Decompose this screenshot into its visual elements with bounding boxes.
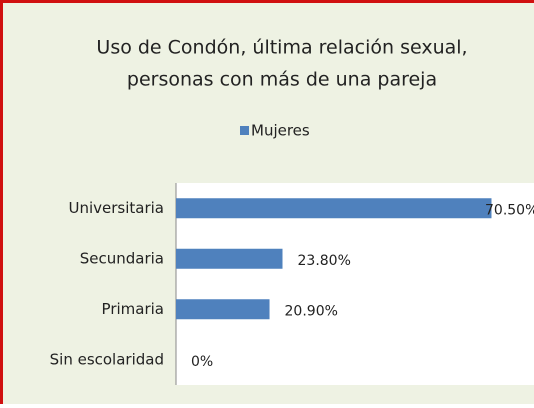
chart-title: personas con más de una pareja [127,69,437,91]
chart-title: Uso de Condón, última relación sexual, [96,37,467,59]
value-label: 0% [191,354,213,370]
category-label: Secundaria [80,249,164,267]
value-label: 20.90% [285,303,338,319]
value-label: 23.80% [298,253,351,269]
legend-label: Mujeres [251,122,310,140]
category-label: Primaria [102,300,164,318]
bar [176,198,492,219]
category-label: Universitaria [68,199,164,217]
bar [176,299,270,320]
category-label: Sin escolaridad [50,350,164,368]
bar [176,248,283,269]
legend-swatch [240,126,249,135]
value-label: 70.50% [485,202,534,218]
